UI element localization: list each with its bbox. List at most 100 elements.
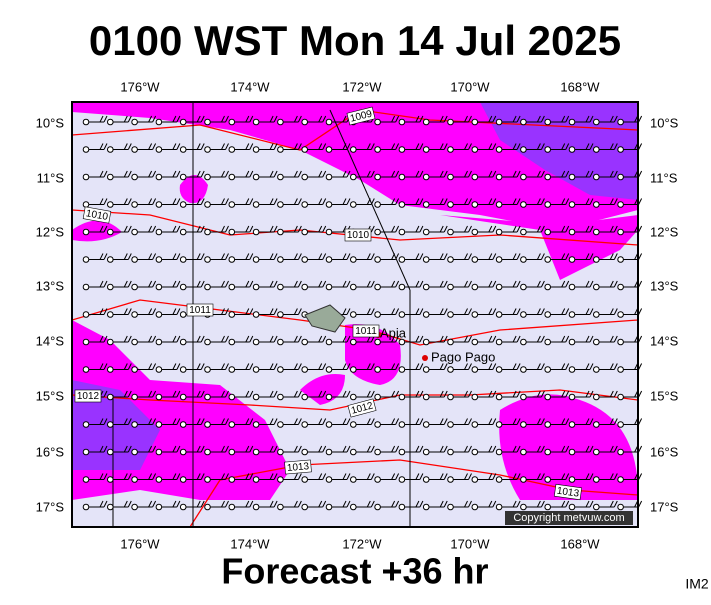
barb-station bbox=[325, 173, 333, 181]
barb-tick bbox=[152, 363, 157, 370]
barb-tick bbox=[585, 308, 590, 315]
barb-station bbox=[82, 256, 90, 263]
barb-station bbox=[155, 338, 163, 346]
barb-tick bbox=[176, 115, 181, 123]
barb-station bbox=[228, 201, 236, 208]
barb-tick bbox=[512, 280, 517, 288]
barb-station bbox=[131, 421, 138, 428]
barb-tick bbox=[225, 253, 229, 260]
barb-tick bbox=[516, 170, 521, 178]
barb-tick bbox=[152, 308, 157, 315]
barb-station bbox=[252, 146, 260, 153]
barb-station bbox=[82, 283, 90, 291]
barb-tick bbox=[391, 335, 396, 343]
barb-tick bbox=[443, 308, 448, 315]
barb-tick bbox=[370, 308, 375, 315]
barb-tick bbox=[516, 390, 521, 398]
latitude-label: 14°S bbox=[650, 333, 679, 348]
barb-station bbox=[82, 311, 90, 318]
barb-tick bbox=[565, 308, 570, 315]
wind-barbs bbox=[82, 115, 643, 511]
barb-station bbox=[277, 118, 284, 126]
barb-tick bbox=[99, 170, 104, 178]
barb-tick bbox=[245, 143, 250, 150]
barb-tick bbox=[322, 115, 327, 123]
barb-tick bbox=[439, 500, 444, 508]
barb-tick bbox=[148, 115, 153, 123]
barb-tick bbox=[127, 198, 132, 205]
barb-station bbox=[374, 476, 381, 483]
barb-tick bbox=[99, 143, 104, 150]
barb-tick bbox=[561, 418, 566, 425]
barb-tick bbox=[536, 143, 541, 150]
barb-tick bbox=[152, 198, 157, 205]
barb-tick bbox=[512, 170, 517, 178]
barb-tick bbox=[366, 418, 371, 425]
barb-tick bbox=[395, 253, 400, 260]
barb-station bbox=[179, 311, 187, 318]
isobar-label-box bbox=[284, 459, 312, 475]
barb-station bbox=[568, 421, 576, 428]
barb-tick bbox=[176, 445, 181, 453]
barb-station bbox=[301, 448, 309, 456]
barb-tick bbox=[395, 143, 400, 150]
barb-tick bbox=[443, 363, 448, 370]
barb-tick bbox=[540, 280, 545, 288]
barb-tick bbox=[196, 225, 201, 233]
barb-tick bbox=[123, 500, 128, 508]
isobar-label: 1011 bbox=[352, 324, 380, 338]
map-frame bbox=[71, 101, 639, 528]
barb-tick bbox=[123, 253, 128, 260]
barb-tick bbox=[127, 308, 132, 315]
barb-station bbox=[471, 393, 479, 401]
barb-station bbox=[325, 448, 333, 456]
barb-tick bbox=[99, 280, 104, 288]
barb-tick bbox=[609, 335, 614, 343]
barb-tick bbox=[172, 473, 177, 480]
barb-tick bbox=[468, 445, 472, 453]
wind-area bbox=[179, 175, 208, 204]
barb-tick bbox=[540, 115, 545, 123]
barb-station bbox=[374, 311, 381, 318]
barb-station bbox=[617, 228, 624, 236]
barb-tick bbox=[512, 253, 517, 260]
barb-station bbox=[398, 311, 406, 318]
barb-station bbox=[301, 228, 309, 236]
barb-tick bbox=[103, 335, 108, 343]
barb-tick bbox=[200, 280, 205, 288]
barb-tick bbox=[512, 198, 517, 205]
barb-tick bbox=[609, 308, 614, 315]
barb-station bbox=[471, 366, 479, 373]
barb-tick bbox=[342, 445, 347, 453]
barb-tick bbox=[536, 418, 541, 425]
barb-tick bbox=[99, 335, 104, 343]
barb-tick bbox=[346, 473, 351, 480]
barb-station bbox=[568, 448, 576, 456]
barb-tick bbox=[99, 445, 104, 453]
barb-tick bbox=[565, 143, 570, 150]
barb-station bbox=[447, 366, 454, 373]
barb-tick bbox=[245, 390, 250, 398]
barb-tick bbox=[391, 473, 396, 480]
barb-tick bbox=[148, 280, 153, 288]
barb-tick bbox=[293, 335, 298, 343]
barb-tick bbox=[322, 445, 327, 453]
barb-tick bbox=[225, 335, 229, 343]
barb-tick bbox=[488, 308, 493, 315]
barb-tick bbox=[273, 170, 278, 178]
barb-tick bbox=[318, 473, 323, 480]
barb-station bbox=[277, 173, 284, 181]
isobar-label-text: 1012 bbox=[77, 391, 100, 402]
barb-tick bbox=[196, 143, 201, 150]
barb-tick bbox=[245, 198, 250, 205]
barb-tick bbox=[293, 143, 298, 150]
barb-tick bbox=[443, 280, 448, 288]
barb-station bbox=[179, 338, 187, 346]
barb-tick bbox=[395, 280, 400, 288]
barb-tick bbox=[99, 363, 104, 370]
barb-station bbox=[447, 173, 454, 181]
copyright: Copyright metvuw.com bbox=[513, 512, 624, 524]
barb-station bbox=[228, 311, 236, 318]
barb-tick bbox=[492, 143, 497, 150]
barb-tick bbox=[269, 473, 274, 480]
